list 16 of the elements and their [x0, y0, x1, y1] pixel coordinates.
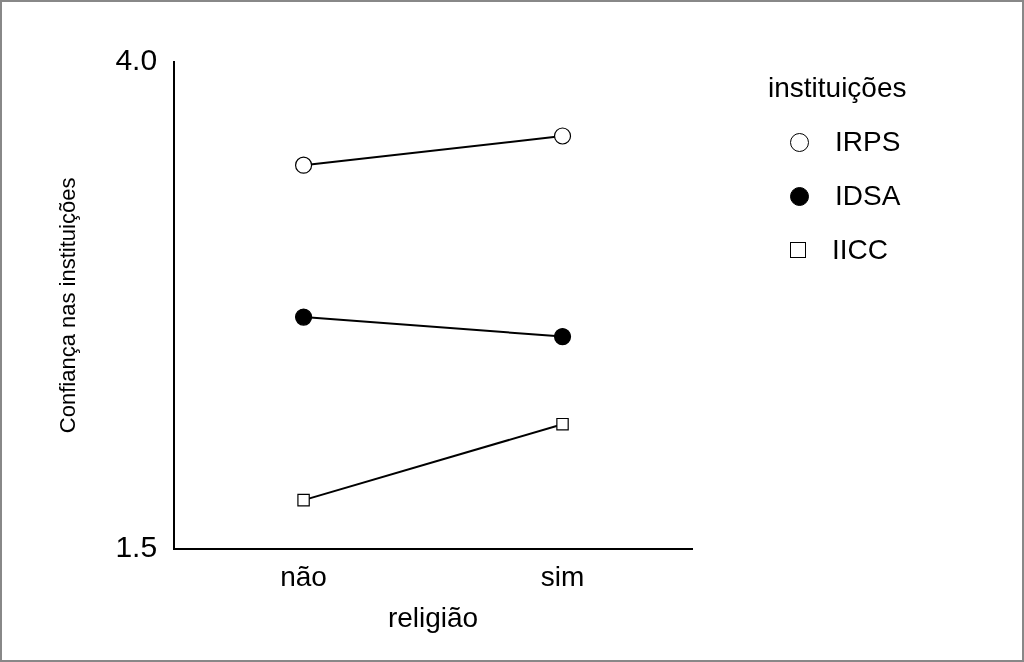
y-axis-title: Confiança nas instituições [55, 177, 81, 434]
x-tick-label: não [280, 561, 327, 593]
x-axis-title: religião [387, 601, 479, 633]
point [553, 327, 572, 346]
point [294, 156, 313, 174]
point [556, 417, 569, 431]
point [553, 127, 572, 145]
point [297, 493, 310, 507]
legend-label: IDSA [835, 180, 901, 212]
legend-label: IICC [832, 234, 888, 266]
x-tick-label: sim [540, 561, 585, 593]
legend-label: IRPS [835, 126, 901, 158]
legend-title: instituições [768, 72, 907, 104]
point [294, 308, 313, 326]
y-tick-label: 1.5 [115, 530, 158, 564]
y-tick-label: 4.0 [115, 43, 158, 77]
